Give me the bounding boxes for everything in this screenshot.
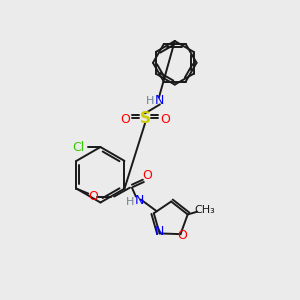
Text: O: O — [160, 113, 170, 126]
Text: O: O — [88, 190, 98, 203]
Text: CH₃: CH₃ — [194, 205, 215, 214]
Text: N: N — [155, 94, 165, 107]
Text: O: O — [120, 113, 130, 126]
Text: O: O — [142, 169, 152, 182]
Text: H: H — [126, 196, 134, 206]
Text: S: S — [140, 111, 151, 126]
Text: N: N — [155, 225, 164, 238]
Text: Cl: Cl — [73, 140, 85, 154]
Text: O: O — [178, 229, 188, 242]
Text: N: N — [135, 194, 145, 207]
Text: H: H — [146, 97, 154, 106]
